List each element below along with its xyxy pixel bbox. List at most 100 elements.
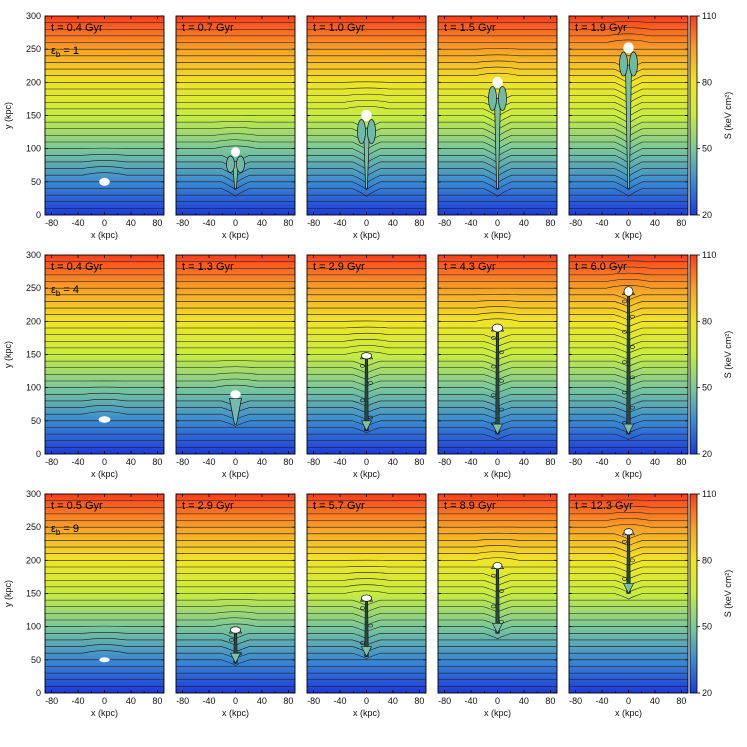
x-tick-label: -40 bbox=[596, 457, 609, 467]
x-tick-label: -40 bbox=[596, 218, 609, 228]
eddies bbox=[621, 299, 635, 425]
x-tick-label: -80 bbox=[438, 457, 451, 467]
y-tick-label: 50 bbox=[31, 655, 41, 665]
y-tick-label: 150 bbox=[26, 111, 41, 121]
x-tick-label: -40 bbox=[72, 457, 85, 467]
colorbar-label: S (keV cm²) bbox=[723, 570, 733, 618]
x-axis-label: x (kpc) bbox=[353, 469, 380, 479]
y-axis-label: y (kpc) bbox=[3, 102, 13, 129]
bubble bbox=[99, 657, 110, 663]
x-axis-label: x (kpc) bbox=[222, 230, 249, 240]
x-tick-label: -40 bbox=[465, 218, 478, 228]
bubble bbox=[360, 352, 373, 360]
x-tick-label: 0 bbox=[102, 696, 107, 706]
y-tick-label: 250 bbox=[26, 283, 41, 293]
x-tick-label: 40 bbox=[519, 218, 529, 228]
colorbar-r3: 20 50 80 110 S (keV cm²) bbox=[689, 489, 733, 698]
jet-base bbox=[623, 583, 634, 595]
x-tick-label: 0 bbox=[233, 218, 238, 228]
x-tick-label: -80 bbox=[569, 218, 582, 228]
x-tick-label: -40 bbox=[334, 218, 347, 228]
x-tick-label: 0 bbox=[364, 457, 369, 467]
colorbar-tick-label: 50 bbox=[702, 383, 712, 393]
vortex-lobe bbox=[226, 155, 235, 173]
epsilon-label: εb = 4 bbox=[51, 284, 79, 298]
colorbar-r2: 20 50 80 110 S (keV cm²) bbox=[689, 250, 733, 459]
time-label: t = 0.4 Gyr bbox=[51, 261, 103, 273]
x-tick-label: -80 bbox=[45, 218, 58, 228]
x-tick-label: 80 bbox=[676, 696, 686, 706]
colorbar-tick-label: 110 bbox=[702, 250, 716, 260]
time-label: t = 1.3 Gyr bbox=[182, 261, 234, 273]
x-tick-label: -80 bbox=[45, 457, 58, 467]
x-tick-label: -80 bbox=[307, 218, 320, 228]
jet-base bbox=[230, 652, 241, 664]
contour-lines bbox=[438, 500, 557, 687]
bubble bbox=[229, 626, 242, 634]
x-tick-label: 80 bbox=[283, 457, 293, 467]
x-tick-label: -80 bbox=[176, 696, 189, 706]
y-tick-label: 200 bbox=[26, 316, 41, 326]
time-label: t = 1.5 Gyr bbox=[444, 22, 496, 34]
panel-r3-c3: -80 -40 0 40 80 x (kpc) t = 5.7 Gyr bbox=[306, 493, 427, 718]
x-axis-label: x (kpc) bbox=[484, 469, 511, 479]
panel-r2-c3: -80 -40 0 40 80 x (kpc) t = 2.9 Gyr bbox=[306, 254, 427, 479]
colorbar-tick-label: 20 bbox=[702, 688, 712, 698]
y-tick-label: 0 bbox=[36, 449, 41, 459]
x-axis-label: x (kpc) bbox=[91, 708, 118, 718]
x-tick-label: 80 bbox=[283, 696, 293, 706]
bubble bbox=[623, 528, 634, 536]
panel-r1-c3: -80 -40 0 40 80 x (kpc) t = 1.0 Gyr bbox=[306, 15, 427, 240]
y-tick-label: 300 bbox=[26, 489, 41, 499]
x-tick-label: -80 bbox=[438, 696, 451, 706]
time-label: t = 0.4 Gyr bbox=[51, 22, 103, 34]
x-tick-label: 0 bbox=[495, 696, 500, 706]
x-tick-label: -40 bbox=[203, 218, 216, 228]
y-tick-label: 150 bbox=[26, 350, 41, 360]
x-tick-label: 40 bbox=[126, 218, 136, 228]
contour-lines bbox=[176, 261, 295, 448]
time-label: t = 0.5 Gyr bbox=[51, 500, 103, 512]
colorbar-tick-label: 20 bbox=[702, 449, 712, 459]
x-tick-label: -80 bbox=[569, 457, 582, 467]
x-tick-label: 40 bbox=[388, 218, 398, 228]
x-tick-label: -80 bbox=[307, 457, 320, 467]
panel-r3-c1: -80 -40 0 40 80 x (kpc) 0 50 100 150 200 250 300 t = … bbox=[26, 489, 165, 718]
panel-r2-c2: -80 -40 0 40 80 x (kpc) t = 1.3 Gyr bbox=[175, 254, 296, 479]
x-tick-label: -40 bbox=[203, 696, 216, 706]
x-tick-label: 80 bbox=[414, 696, 424, 706]
eddies bbox=[621, 540, 635, 581]
y-tick-label: 150 bbox=[26, 589, 41, 599]
time-label: t = 8.9 Gyr bbox=[444, 500, 496, 512]
bubble bbox=[99, 177, 110, 186]
jet-base bbox=[361, 646, 372, 658]
bubble bbox=[492, 76, 503, 88]
x-tick-label: -80 bbox=[438, 218, 451, 228]
x-tick-label: 80 bbox=[676, 218, 686, 228]
x-tick-label: 0 bbox=[495, 457, 500, 467]
vortex-lobe bbox=[357, 119, 366, 145]
time-label: t = 1.0 Gyr bbox=[313, 22, 365, 34]
x-tick-label: 40 bbox=[519, 696, 529, 706]
y-tick-label: 0 bbox=[36, 210, 41, 220]
time-label: t = 6.0 Gyr bbox=[575, 261, 627, 273]
colorbar-tick-label: 110 bbox=[702, 489, 716, 499]
time-label: t = 12.3 Gyr bbox=[575, 500, 633, 512]
time-label: t = 1.9 Gyr bbox=[575, 22, 627, 34]
x-tick-label: -40 bbox=[465, 457, 478, 467]
panel-r3-c2: -80 -40 0 40 80 x (kpc) t = 2.9 Gyr bbox=[175, 493, 296, 718]
y-axis-label: y (kpc) bbox=[3, 341, 13, 368]
x-tick-label: 80 bbox=[545, 696, 555, 706]
y-tick-label: 100 bbox=[26, 144, 41, 154]
bubble bbox=[231, 147, 240, 157]
panel-r1-c1: -80 -40 0 40 80 x (kpc) 0 50 100 150 200 250 300 t = … bbox=[26, 11, 165, 240]
panel-r1-c5: -80 -40 0 40 80 x (kpc) t = 1.9 Gyr bbox=[568, 15, 689, 240]
x-tick-label: 40 bbox=[650, 457, 660, 467]
bubble bbox=[230, 390, 241, 399]
y-tick-label: 50 bbox=[31, 416, 41, 426]
x-tick-label: 40 bbox=[650, 696, 660, 706]
bubble bbox=[360, 594, 373, 602]
jet-base bbox=[492, 423, 503, 435]
x-tick-label: 80 bbox=[414, 457, 424, 467]
